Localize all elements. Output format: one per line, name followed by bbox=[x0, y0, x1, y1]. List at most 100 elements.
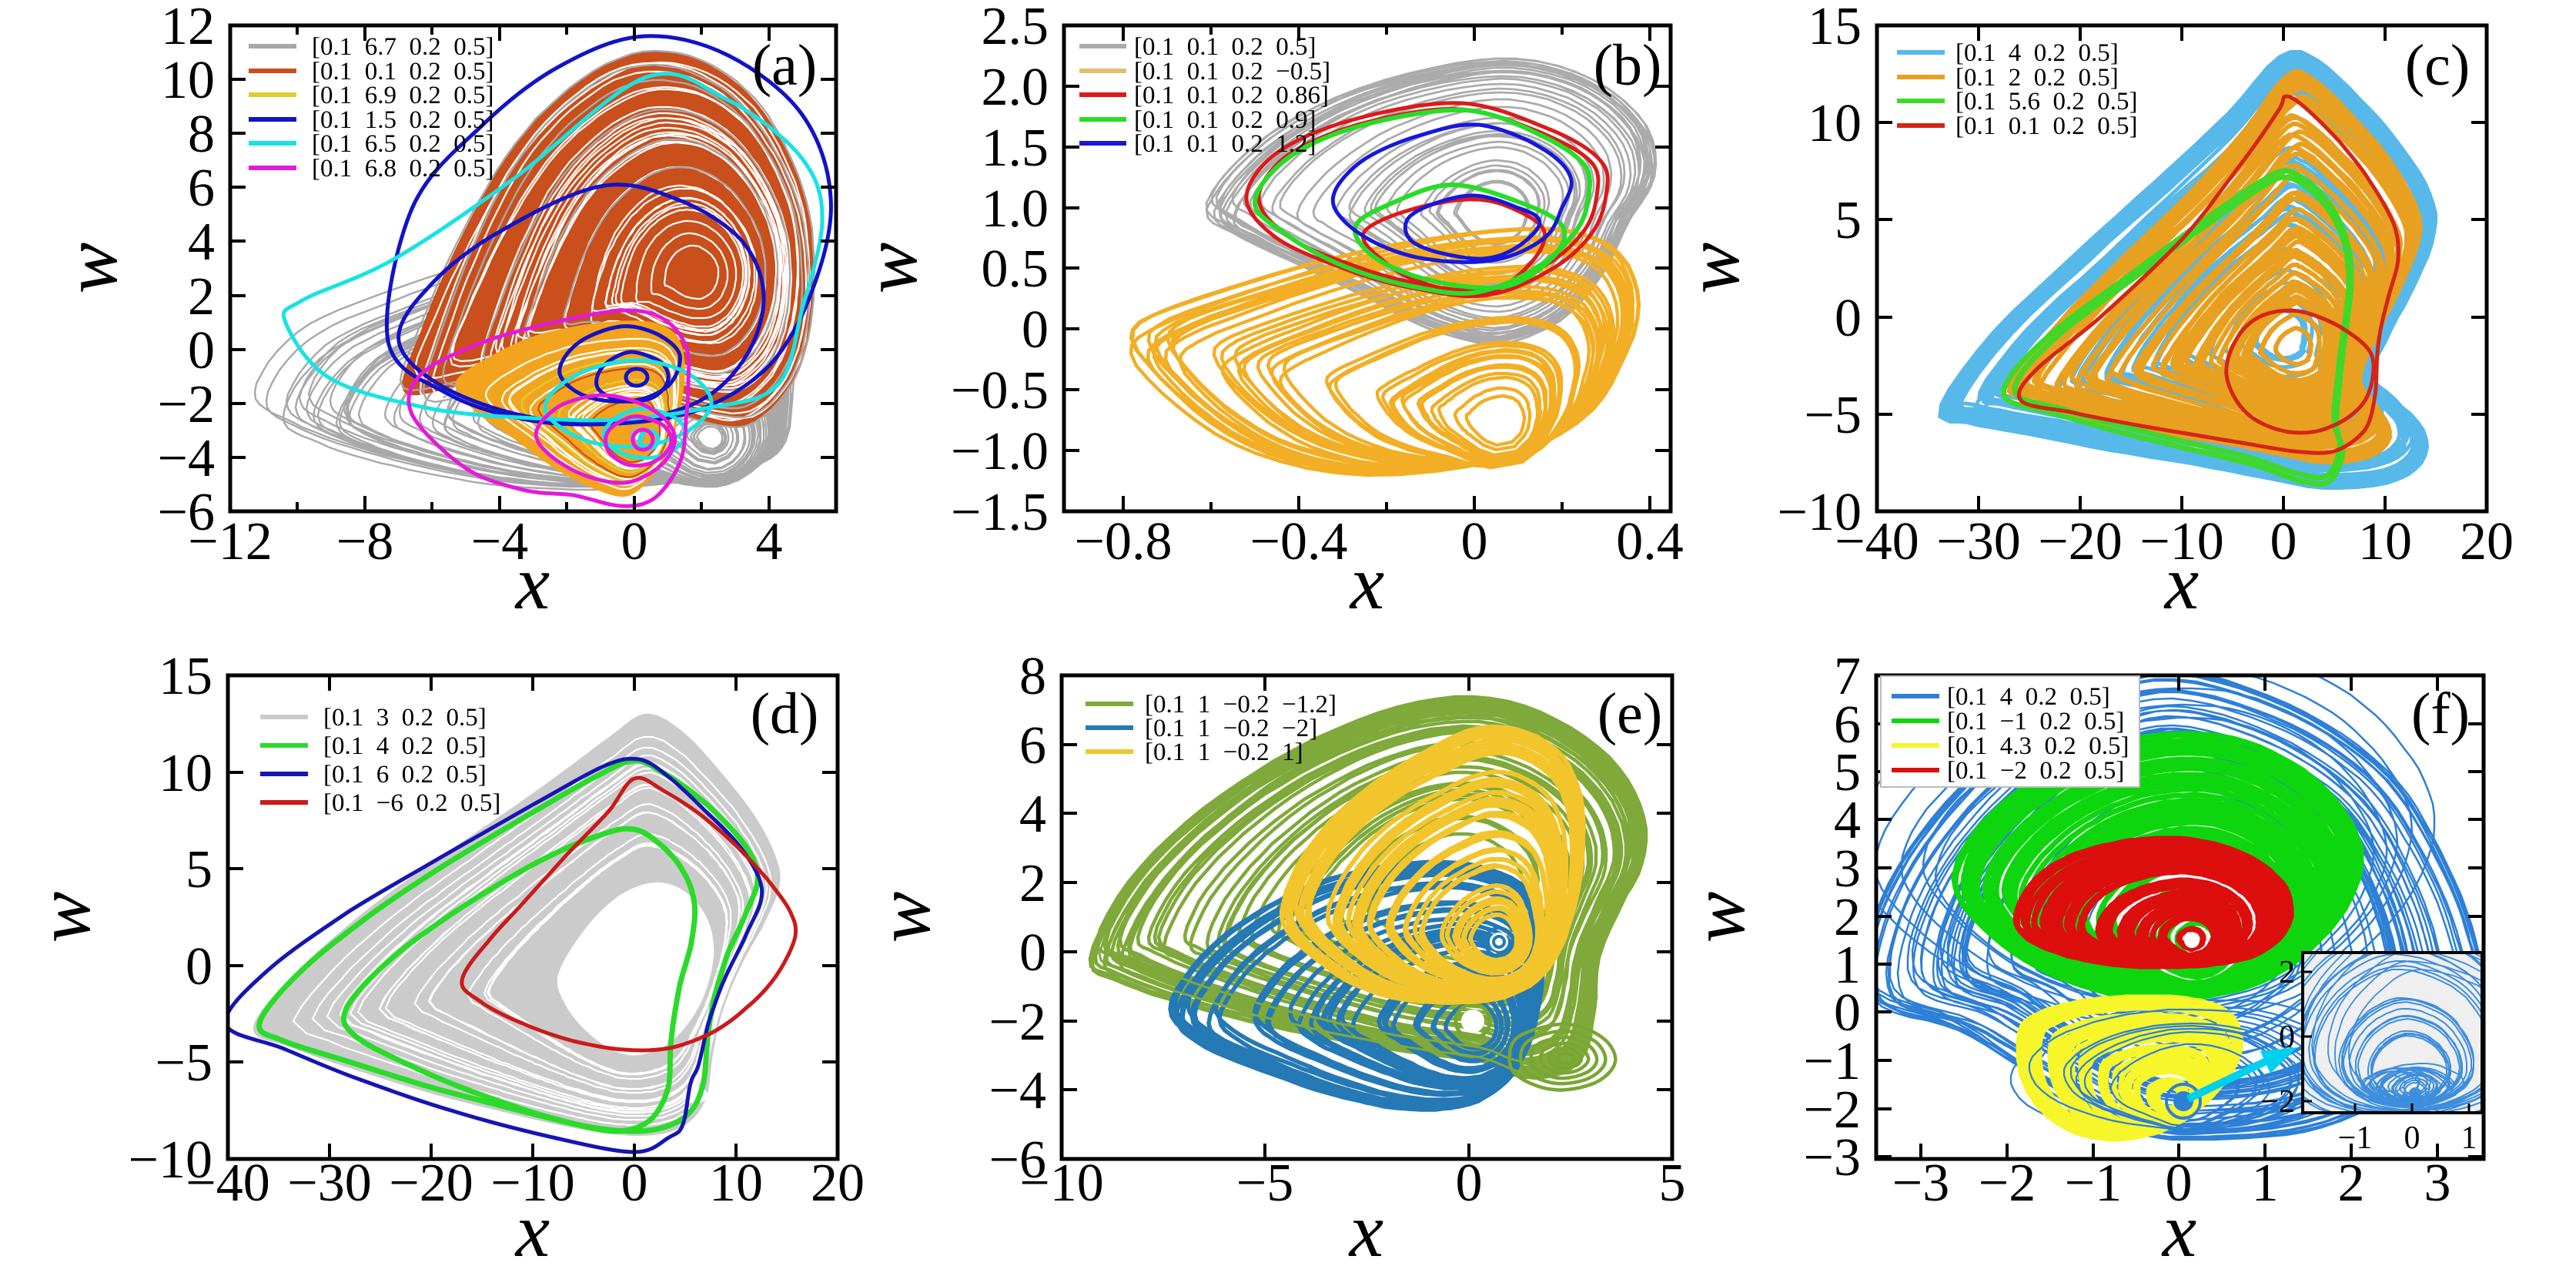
svg-text:0: 0 bbox=[1834, 983, 1861, 1043]
svg-text:−30: −30 bbox=[287, 1154, 371, 1213]
svg-text:0: 0 bbox=[2270, 512, 2297, 571]
svg-text:6: 6 bbox=[1834, 695, 1861, 755]
svg-text:2: 2 bbox=[1019, 854, 1046, 913]
svg-text:x: x bbox=[514, 1187, 550, 1266]
svg-text:−1: −1 bbox=[2338, 1120, 2373, 1156]
svg-text:−4: −4 bbox=[989, 1061, 1046, 1120]
svg-text:−10: −10 bbox=[490, 1154, 574, 1213]
svg-text:−0.4: −0.4 bbox=[1250, 512, 1348, 571]
svg-text:4: 4 bbox=[188, 213, 215, 272]
svg-text:[0.1 −1 0.2 0.5]: [0.1 −1 0.2 0.5] bbox=[1947, 708, 2124, 735]
svg-text:1: 1 bbox=[2252, 1154, 2279, 1213]
svg-text:[0.1 1.5 0.2 0.5]: [0.1 1.5 0.2 0.5] bbox=[312, 106, 493, 134]
svg-text:0: 0 bbox=[2166, 1154, 2193, 1213]
svg-text:5: 5 bbox=[186, 840, 212, 899]
svg-text:0: 0 bbox=[1461, 512, 1488, 571]
svg-text:[0.1 0.1 0.2 0.5]: [0.1 0.1 0.2 0.5] bbox=[1134, 33, 1316, 61]
svg-text:20: 20 bbox=[2460, 512, 2514, 571]
svg-text:−4: −4 bbox=[471, 512, 528, 571]
svg-text:[0.1 0.1 0.2 0.9]: [0.1 0.1 0.2 0.9] bbox=[1134, 106, 1316, 134]
svg-text:10: 10 bbox=[159, 744, 212, 803]
svg-text:(c): (c) bbox=[2405, 33, 2470, 98]
svg-text:x: x bbox=[2161, 1187, 2196, 1266]
svg-text:−5: −5 bbox=[156, 1033, 212, 1093]
svg-text:w: w bbox=[21, 892, 106, 943]
svg-text:3: 3 bbox=[1834, 839, 1861, 899]
svg-text:−0.8: −0.8 bbox=[1075, 512, 1173, 571]
svg-text:−40: −40 bbox=[1835, 512, 1919, 571]
svg-text:2: 2 bbox=[1834, 888, 1861, 947]
svg-text:w: w bbox=[1670, 243, 1755, 294]
svg-text:−2: −2 bbox=[1804, 1080, 1861, 1140]
svg-text:(f): (f) bbox=[2411, 682, 2470, 746]
svg-text:−2: −2 bbox=[158, 375, 215, 434]
svg-text:−10: −10 bbox=[1778, 483, 1862, 542]
svg-text:−5: −5 bbox=[1236, 1154, 1293, 1213]
svg-text:−1: −1 bbox=[2065, 1154, 2122, 1213]
svg-text:−5: −5 bbox=[1805, 386, 1862, 445]
svg-text:(a): (a) bbox=[752, 33, 817, 98]
svg-text:−4: −4 bbox=[158, 429, 215, 488]
svg-text:1.0: 1.0 bbox=[982, 179, 1049, 239]
svg-text:12: 12 bbox=[161, 0, 215, 56]
svg-text:15: 15 bbox=[1808, 0, 1862, 56]
svg-text:−20: −20 bbox=[2038, 512, 2122, 571]
svg-text:[0.1 0.1 0.2 −0.5]: [0.1 0.1 0.2 −0.5] bbox=[1134, 58, 1330, 85]
svg-text:[0.1 1 −0.2 −1.2]: [0.1 1 −0.2 −1.2] bbox=[1145, 691, 1337, 718]
svg-text:5: 5 bbox=[1835, 191, 1862, 250]
svg-text:0: 0 bbox=[621, 1154, 648, 1213]
svg-text:[0.1 6.9 0.2 0.5]: [0.1 6.9 0.2 0.5] bbox=[312, 82, 493, 109]
svg-text:1: 1 bbox=[2461, 1120, 2477, 1156]
svg-text:[0.1 4 0.2 0.5]: [0.1 4 0.2 0.5] bbox=[323, 732, 487, 760]
svg-text:2.0: 2.0 bbox=[982, 58, 1049, 117]
svg-text:x: x bbox=[514, 540, 550, 625]
svg-text:10: 10 bbox=[2358, 512, 2412, 571]
svg-text:5: 5 bbox=[1834, 743, 1861, 802]
svg-text:−2: −2 bbox=[2260, 1084, 2295, 1120]
svg-text:[0.1 0.1 0.2 1.2]: [0.1 0.1 0.2 1.2] bbox=[1134, 130, 1316, 158]
svg-text:[0.1 5.6 0.2 0.5]: [0.1 5.6 0.2 0.5] bbox=[1955, 88, 2137, 116]
svg-text:7: 7 bbox=[1834, 647, 1861, 706]
svg-text:0: 0 bbox=[2279, 1020, 2295, 1055]
svg-text:[0.1 −2 0.2 0.5]: [0.1 −2 0.2 0.5] bbox=[1947, 757, 2124, 785]
svg-text:6: 6 bbox=[188, 159, 215, 218]
svg-text:1.5: 1.5 bbox=[982, 119, 1049, 178]
svg-text:4: 4 bbox=[756, 512, 783, 571]
svg-text:10: 10 bbox=[161, 51, 215, 110]
svg-text:[0.1 4.3 0.2 0.5]: [0.1 4.3 0.2 0.5] bbox=[1947, 732, 2129, 760]
svg-text:w: w bbox=[861, 892, 946, 943]
svg-text:0: 0 bbox=[188, 321, 215, 380]
svg-text:10: 10 bbox=[709, 1154, 763, 1213]
svg-text:(e): (e) bbox=[1597, 682, 1662, 746]
svg-text:0: 0 bbox=[1019, 923, 1046, 983]
svg-text:2.5: 2.5 bbox=[982, 0, 1049, 56]
svg-text:[0.1 0.1 0.2 0.5]: [0.1 0.1 0.2 0.5] bbox=[1955, 112, 2137, 140]
svg-text:4: 4 bbox=[1834, 791, 1861, 850]
svg-text:[0.1 4 0.2 0.5]: [0.1 4 0.2 0.5] bbox=[1947, 683, 2110, 711]
svg-text:0: 0 bbox=[1456, 1154, 1483, 1213]
svg-text:10: 10 bbox=[1808, 94, 1862, 153]
svg-text:−2: −2 bbox=[989, 993, 1046, 1052]
svg-text:[0.1 6 0.2 0.5]: [0.1 6 0.2 0.5] bbox=[323, 761, 487, 789]
svg-text:−10: −10 bbox=[2139, 512, 2223, 571]
svg-text:−3: −3 bbox=[1804, 1128, 1861, 1187]
svg-text:[0.1 2 0.2 0.5]: [0.1 2 0.2 0.5] bbox=[1955, 64, 2119, 92]
svg-text:0: 0 bbox=[186, 937, 212, 996]
svg-text:[0.1 1 −0.2 1]: [0.1 1 −0.2 1] bbox=[1145, 738, 1303, 766]
svg-text:w: w bbox=[848, 243, 933, 294]
svg-text:4: 4 bbox=[1019, 785, 1046, 844]
svg-text:w: w bbox=[48, 243, 133, 294]
svg-text:−20: −20 bbox=[389, 1154, 473, 1213]
svg-text:−10: −10 bbox=[1019, 1154, 1103, 1213]
svg-text:(d): (d) bbox=[751, 682, 819, 746]
svg-text:−12: −12 bbox=[188, 512, 272, 571]
svg-text:[0.1 6.7 0.2 0.5]: [0.1 6.7 0.2 0.5] bbox=[312, 33, 493, 61]
svg-text:−1.5: −1.5 bbox=[951, 483, 1049, 542]
svg-text:−10: −10 bbox=[129, 1130, 212, 1190]
svg-text:2: 2 bbox=[188, 267, 215, 327]
svg-text:[0.1 4 0.2 0.5]: [0.1 4 0.2 0.5] bbox=[1955, 39, 2119, 67]
svg-text:0: 0 bbox=[1022, 300, 1049, 360]
svg-text:−6: −6 bbox=[158, 483, 215, 542]
svg-text:0.5: 0.5 bbox=[982, 239, 1049, 299]
svg-text:[0.1 −6 0.2 0.5]: [0.1 −6 0.2 0.5] bbox=[323, 789, 500, 817]
